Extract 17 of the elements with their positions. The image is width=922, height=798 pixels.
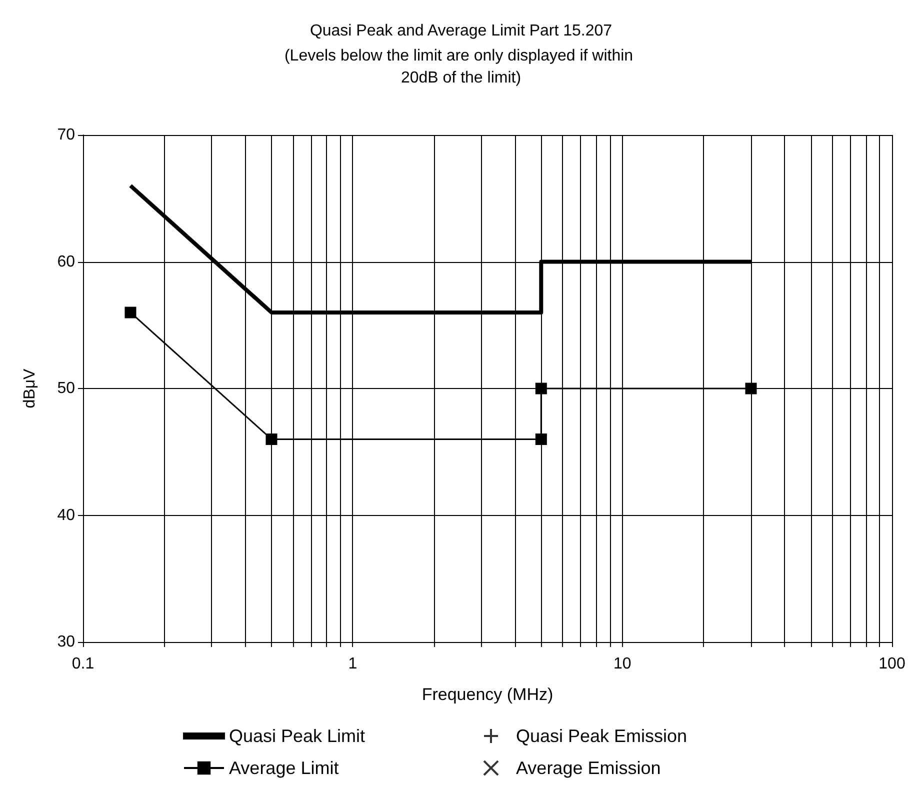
legend-label: Average Limit xyxy=(229,758,339,778)
y-tick-label: 50 xyxy=(57,380,76,397)
x-axis-title: Frequency (MHz) xyxy=(422,685,554,704)
chart-subtitle: (Levels below the limit are only displayed if within 20dB of the limit) xyxy=(284,48,638,86)
y-tick-label: 70 xyxy=(57,126,76,144)
y-tick-label: 60 xyxy=(57,253,76,270)
x-tick-label: 1 xyxy=(348,656,358,672)
legend-label: Quasi Peak Emission xyxy=(516,726,688,746)
y-axis-title: dBμV xyxy=(22,368,38,408)
y-tick-label: 40 xyxy=(57,506,76,524)
legend-label: Average Emission xyxy=(516,758,661,778)
x-tick-label: 100 xyxy=(878,656,906,672)
x-tick-label: 10 xyxy=(613,656,632,672)
y-tick-label: 30 xyxy=(57,634,76,650)
chart-title: Quasi Peak and Average Limit Part 15.207 xyxy=(310,22,612,40)
x-tick-label: 0.1 xyxy=(72,656,94,672)
legend-label: Quasi Peak Limit xyxy=(229,726,366,746)
